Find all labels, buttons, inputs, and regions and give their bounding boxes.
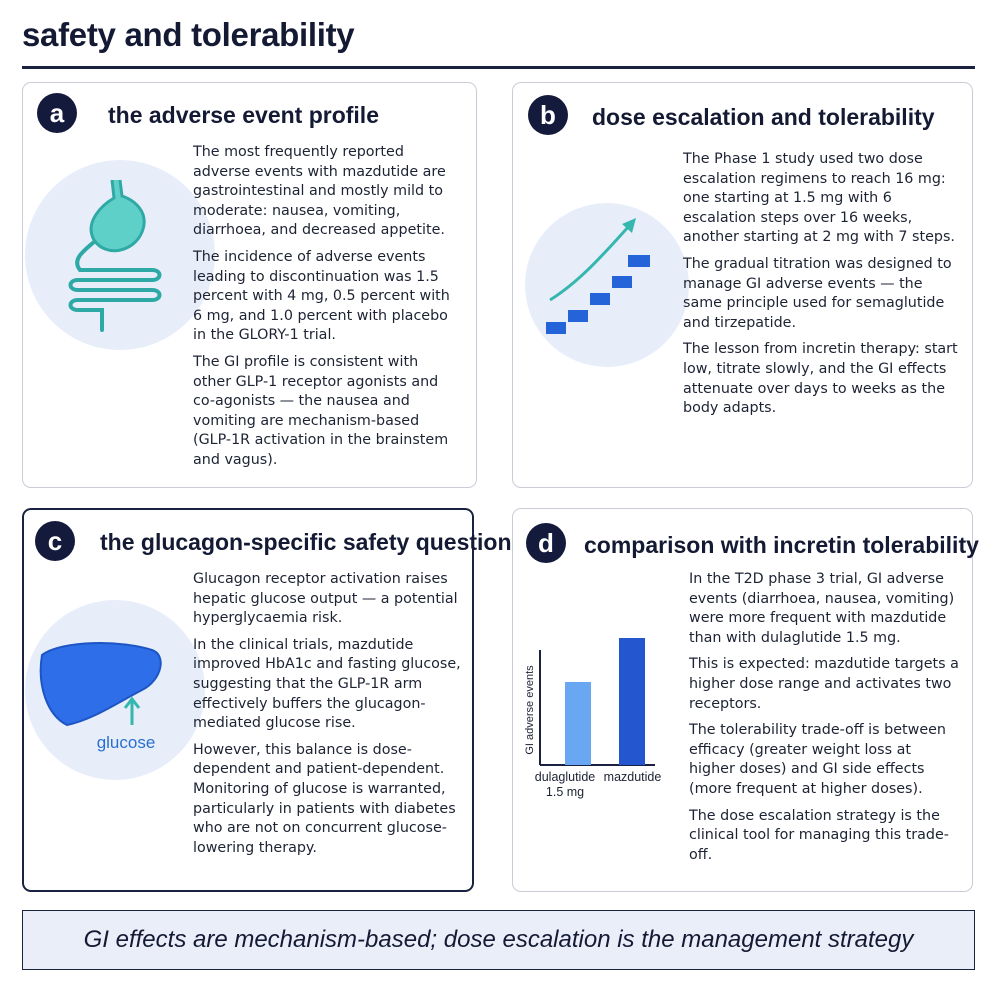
- paragraph: The gradual titration was designed to ma…: [683, 255, 952, 331]
- paragraph: This is expected: mazdutide targets a hi…: [689, 656, 959, 712]
- panel-body: The Phase 1 study used two dose escalati…: [683, 150, 958, 426]
- comparison-illustration: GI adverse events dulaglutide 1.5 mg maz…: [524, 638, 662, 799]
- panel-letter: b: [528, 95, 568, 135]
- bar-label: mazdutide: [603, 770, 662, 784]
- title-rule: [22, 66, 975, 69]
- paragraph: The GI profile is consistent with other …: [193, 353, 449, 468]
- panel-heading: the adverse event profile: [108, 102, 379, 128]
- paragraph: In the T2D phase 3 trial, GI adverse eve…: [689, 571, 955, 646]
- paragraph: However, this balance is dose-dependent …: [193, 741, 456, 856]
- illustration-label: glucose: [97, 733, 156, 752]
- panel-heading: the glucagon-specific safety question: [100, 529, 512, 555]
- panel-heading: dose escalation and tolerability: [592, 104, 935, 130]
- panel-body: Glucagon receptor activation raises hepa…: [193, 570, 463, 865]
- panel-letter: c: [35, 521, 75, 561]
- panel-body: The most frequently reported adverse eve…: [193, 143, 455, 478]
- panel-letter: d: [526, 523, 566, 563]
- page-title: safety and tolerability: [22, 16, 355, 53]
- panel-body: In the T2D phase 3 trial, GI adverse eve…: [689, 570, 959, 872]
- paragraph: The most frequently reported adverse eve…: [193, 144, 446, 239]
- panel: [22, 508, 474, 892]
- paragraph: The tolerability trade-off is between ef…: [689, 722, 946, 797]
- paragraph: The incidence of adverse events leading …: [193, 248, 450, 344]
- panel-letter: a: [37, 93, 77, 133]
- liver-illustration: glucose: [25, 600, 205, 780]
- paragraph: The dose escalation strategy is the clin…: [689, 807, 949, 863]
- bar-label: dulaglutide 1.5 mg: [534, 770, 596, 799]
- illustration-axis-label: GI adverse events: [524, 665, 536, 755]
- escalation-illustration: [525, 203, 689, 367]
- paragraph: In the clinical trials, mazdutide improv…: [193, 636, 461, 732]
- stomach-illustration: [25, 160, 215, 350]
- paragraph: The Phase 1 study used two dose escalati…: [683, 151, 955, 246]
- paragraph: The lesson from incretin therapy: start …: [683, 341, 958, 417]
- panel-heading: comparison with incretin tolerability: [584, 532, 979, 558]
- footer-banner: GI effects are mechanism-based; dose esc…: [22, 910, 975, 970]
- paragraph: Glucagon receptor activation raises hepa…: [193, 571, 458, 627]
